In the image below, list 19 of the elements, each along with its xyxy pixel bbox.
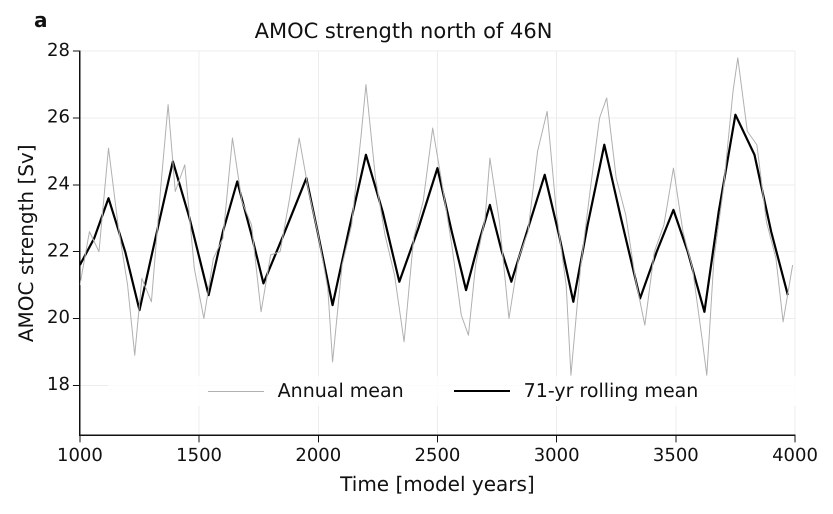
x-tick-label: 2500 xyxy=(414,444,460,466)
text: a xyxy=(34,8,48,32)
y-axis-title: AMOC strength [Sv] xyxy=(14,144,38,342)
y-tick-label: 28 xyxy=(47,40,70,61)
y-tick-label: 22 xyxy=(47,240,70,262)
legend-label: Annual mean xyxy=(278,380,404,402)
x-tick-label: 2000 xyxy=(295,444,342,466)
x-tick-label: 3000 xyxy=(534,444,580,466)
x-tick-label: 1500 xyxy=(176,444,222,466)
x-tick-label: 4000 xyxy=(772,444,818,466)
x-tick-label: 3500 xyxy=(652,444,699,466)
x-axis-title: Time [model years] xyxy=(339,472,535,496)
y-tick-label: 24 xyxy=(47,174,70,195)
y-tick-label: 18 xyxy=(47,374,70,395)
legend-label: 71-yr rolling mean xyxy=(524,380,698,402)
y-tick-label: 20 xyxy=(47,307,70,328)
x-tick-label: 1000 xyxy=(57,444,103,466)
y-tick-label: 26 xyxy=(47,106,70,128)
chart-title: AMOC strength north of 46N xyxy=(254,19,552,44)
